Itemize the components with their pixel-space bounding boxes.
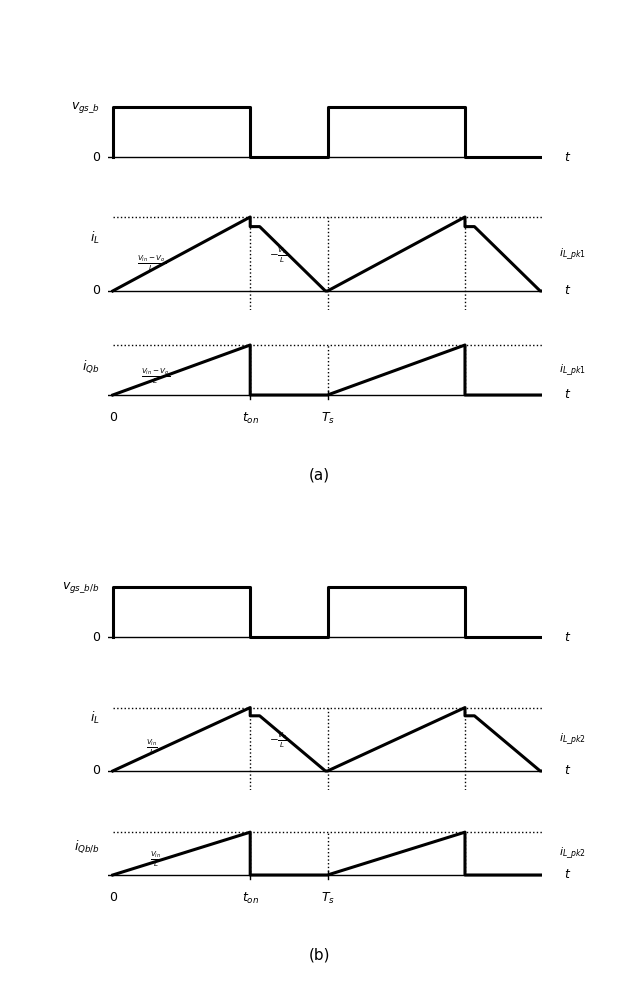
Text: 0: 0 bbox=[92, 631, 100, 644]
Text: $t_{on}$: $t_{on}$ bbox=[242, 891, 259, 906]
Text: $\frac{V_{in}-V_o}{L}$: $\frac{V_{in}-V_o}{L}$ bbox=[141, 366, 170, 386]
Text: $i_{L\_pk1}$: $i_{L\_pk1}$ bbox=[560, 246, 586, 262]
Text: $i_{L\_pk2}$: $i_{L\_pk2}$ bbox=[560, 846, 586, 861]
Text: 0: 0 bbox=[92, 764, 100, 777]
Text: 0: 0 bbox=[108, 891, 117, 904]
Text: $t$: $t$ bbox=[564, 388, 571, 401]
Text: $T_s$: $T_s$ bbox=[320, 891, 334, 906]
Text: $-\frac{V_o}{L}$: $-\frac{V_o}{L}$ bbox=[269, 246, 288, 265]
Text: $-\frac{V_o}{L}$: $-\frac{V_o}{L}$ bbox=[269, 731, 288, 750]
Text: $t$: $t$ bbox=[564, 151, 571, 164]
Text: $i_L$: $i_L$ bbox=[90, 710, 100, 726]
Text: $t$: $t$ bbox=[564, 631, 571, 644]
Text: $\frac{V_{in}-V_o}{L}$: $\frac{V_{in}-V_o}{L}$ bbox=[137, 253, 166, 273]
Text: 0: 0 bbox=[92, 284, 100, 297]
Text: $t$: $t$ bbox=[564, 868, 571, 882]
Text: $\frac{V_{in}}{L}$: $\frac{V_{in}}{L}$ bbox=[145, 737, 158, 757]
Text: $i_{Qb}$: $i_{Qb}$ bbox=[82, 358, 100, 375]
Text: $i_L$: $i_L$ bbox=[90, 230, 100, 246]
Text: $\frac{V_{in}}{L}$: $\frac{V_{in}}{L}$ bbox=[150, 849, 161, 869]
Text: 0: 0 bbox=[92, 151, 100, 164]
Text: (b): (b) bbox=[308, 948, 330, 962]
Text: $T_s$: $T_s$ bbox=[320, 411, 334, 426]
Text: 0: 0 bbox=[108, 411, 117, 424]
Text: $v_{gs\_b}$: $v_{gs\_b}$ bbox=[71, 100, 100, 115]
Text: $v_{gs\_b/b}$: $v_{gs\_b/b}$ bbox=[63, 580, 100, 595]
Text: $t$: $t$ bbox=[564, 764, 571, 777]
Text: $i_{Qb/b}$: $i_{Qb/b}$ bbox=[74, 838, 100, 855]
Text: $i_{L\_pk1}$: $i_{L\_pk1}$ bbox=[560, 362, 586, 378]
Text: $t_{on}$: $t_{on}$ bbox=[242, 411, 259, 426]
Text: $t$: $t$ bbox=[564, 284, 571, 297]
Text: (a): (a) bbox=[308, 468, 330, 483]
Text: $i_{L\_pk2}$: $i_{L\_pk2}$ bbox=[560, 731, 586, 747]
